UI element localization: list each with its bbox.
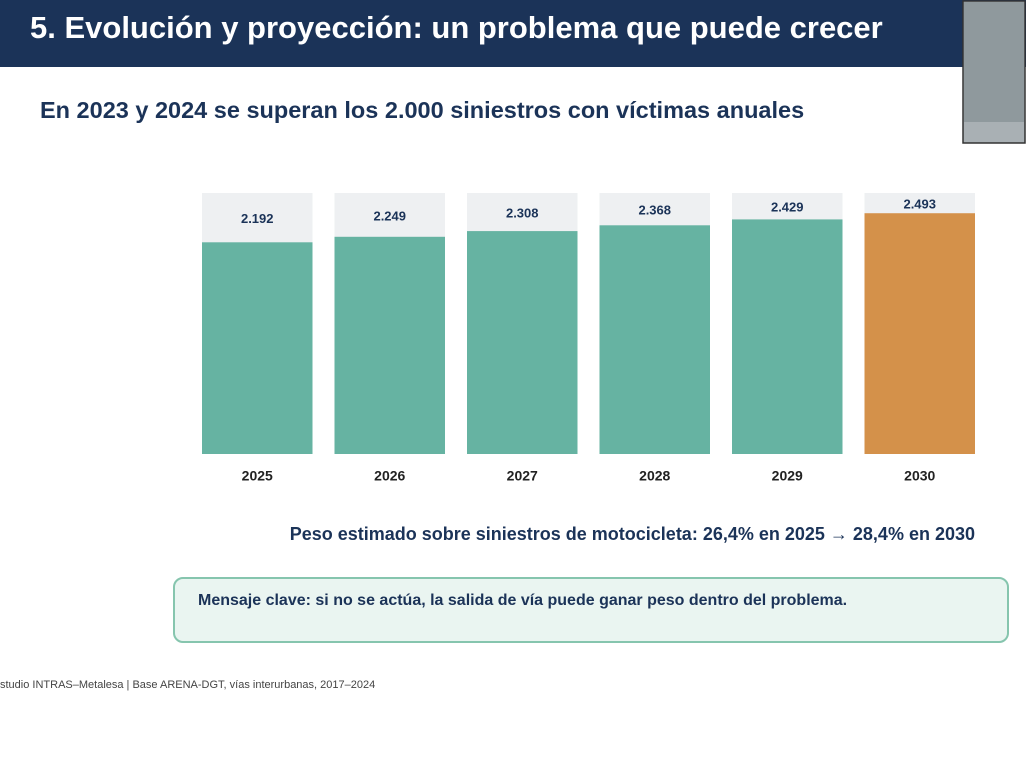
message-box [173, 577, 1009, 643]
message: Mensaje clave: si no se actúa, la salida… [198, 592, 847, 609]
value-label: 2.368 [638, 203, 671, 218]
bar [202, 242, 313, 454]
x-tick-label: 2028 [639, 468, 670, 484]
value-label: 2.493 [903, 197, 936, 212]
value-label: 2.249 [373, 208, 406, 223]
source: studio INTRAS–Metalesa | Base ARENA-DGT,… [0, 679, 375, 691]
x-tick-label: 2030 [904, 468, 935, 484]
bar [599, 225, 710, 454]
x-tick-label: 2029 [772, 468, 803, 484]
slide-title: 5. Evolución y proyección: un problema q… [30, 10, 883, 45]
bar [334, 236, 445, 454]
bar [732, 219, 843, 454]
x-tick-label: 2027 [507, 468, 538, 484]
value-label: 2.192 [241, 211, 274, 226]
header-bar [0, 0, 1026, 67]
note: Peso estimado sobre siniestros de motoci… [290, 524, 975, 544]
value-label: 2.429 [771, 200, 804, 215]
value-label: 2.308 [506, 205, 539, 220]
x-tick-label: 2026 [374, 468, 405, 484]
bar [864, 213, 975, 454]
x-tick-label: 2025 [242, 468, 273, 484]
bar [467, 231, 578, 454]
subtitle: En 2023 y 2024 se superan los 2.000 sini… [40, 97, 804, 123]
chart: 2.192 2025 2.249 2026 2.308 2027 2.368 2028 2.42… [202, 193, 975, 484]
webcam-thumbnail [962, 0, 1026, 144]
